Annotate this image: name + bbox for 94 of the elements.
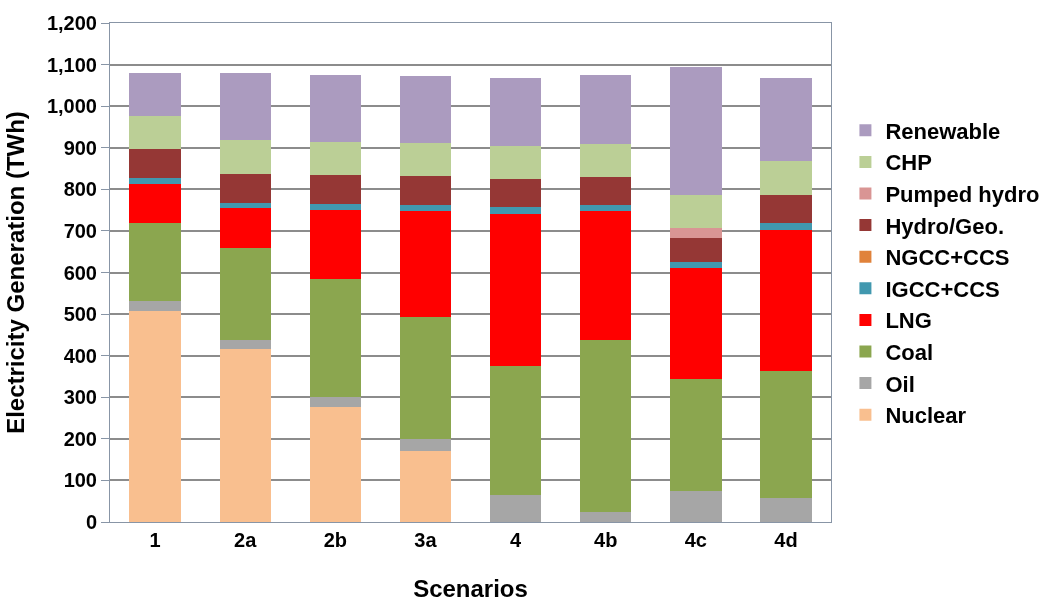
bar — [489, 77, 542, 146]
y-tick-label: 800 — [63, 178, 97, 201]
y-tick-label: 1,100 — [46, 53, 97, 76]
bar — [489, 213, 542, 366]
bar — [580, 143, 632, 177]
bar — [760, 229, 812, 371]
y-tick-label: 1,000 — [46, 95, 97, 118]
y-tick-label: 1,200 — [46, 12, 97, 34]
legend-label: Renewable — [885, 118, 1001, 144]
y-tick-label: 0 — [85, 511, 97, 533]
y-tick-label: 600 — [63, 261, 97, 284]
y-tick-label: 200 — [63, 427, 97, 450]
x-tick-label: 4 — [510, 529, 522, 551]
x-tick-label: 4c — [684, 529, 707, 551]
bar — [219, 207, 271, 249]
bar — [670, 237, 722, 262]
bar — [489, 207, 542, 214]
bar — [309, 397, 361, 408]
bar — [399, 143, 452, 177]
bar — [670, 378, 722, 491]
bar — [309, 175, 361, 205]
legend-label: Oil — [885, 371, 915, 397]
bar — [760, 498, 812, 522]
legend-label: IGCC+CCS — [885, 276, 1000, 302]
bar — [489, 145, 542, 179]
bar — [399, 176, 452, 206]
legend-label: NGCC+CCS — [885, 245, 1010, 271]
bar — [129, 223, 181, 302]
bar — [129, 115, 181, 149]
legend-label: Pumped hydro — [885, 182, 1040, 208]
bar — [219, 248, 271, 341]
bar — [219, 349, 271, 522]
bar — [760, 195, 812, 224]
bar — [129, 310, 181, 522]
x-tick-label: 4d — [774, 529, 798, 551]
x-axis-title: Scenarios — [413, 575, 528, 603]
y-tick-label: 500 — [63, 303, 97, 326]
bar — [129, 301, 181, 311]
legend-label: CHP — [885, 150, 932, 176]
x-tick-label: 2b — [323, 529, 347, 551]
bar — [670, 490, 722, 522]
bar — [760, 161, 812, 196]
y-tick-label: 300 — [63, 386, 97, 409]
bar — [309, 407, 361, 522]
bar — [580, 339, 632, 513]
bar — [219, 139, 271, 175]
bar — [309, 210, 361, 280]
bar — [219, 73, 271, 140]
bar — [219, 174, 271, 203]
bar — [219, 340, 271, 350]
bar — [670, 228, 722, 238]
x-tick-label: 2a — [234, 529, 258, 551]
bar — [670, 268, 722, 379]
bar — [670, 261, 722, 269]
bar — [309, 204, 361, 211]
bar — [489, 365, 542, 495]
bar — [399, 75, 452, 144]
bar — [129, 183, 181, 224]
bar — [760, 370, 812, 499]
legend-label: Coal — [885, 340, 934, 366]
bar — [489, 494, 542, 522]
bar — [399, 439, 452, 451]
legend-label: Nuclear — [885, 403, 967, 429]
bar — [129, 149, 181, 178]
y-tick-label: 700 — [63, 219, 97, 242]
bar — [399, 211, 452, 317]
x-tick-label: 4b — [594, 529, 618, 551]
bar — [670, 194, 722, 229]
bar — [399, 205, 452, 212]
y-tick-label: 100 — [63, 469, 97, 492]
y-tick-label: 900 — [63, 136, 97, 159]
bar — [580, 512, 632, 522]
bar — [399, 316, 452, 440]
bar — [670, 66, 722, 195]
bar — [580, 75, 632, 144]
x-tick-label: 1 — [149, 529, 161, 551]
bar — [309, 141, 361, 176]
x-tick-label: 3a — [414, 529, 438, 551]
legend-label: Hydro/Geo. — [885, 213, 1004, 239]
bar — [580, 211, 632, 340]
legend-label: LNG — [885, 308, 932, 334]
bar — [580, 205, 632, 212]
bar — [129, 73, 181, 116]
bar — [129, 177, 181, 184]
bar — [760, 223, 812, 230]
bar — [580, 176, 632, 206]
bar — [219, 202, 271, 208]
bar — [399, 450, 452, 522]
bar — [489, 178, 542, 208]
y-axis-title: Electricity Generation (TWh) — [2, 111, 30, 434]
bar — [309, 74, 361, 142]
y-tick-label: 400 — [63, 344, 97, 367]
bar — [309, 279, 361, 398]
bar — [760, 77, 812, 162]
